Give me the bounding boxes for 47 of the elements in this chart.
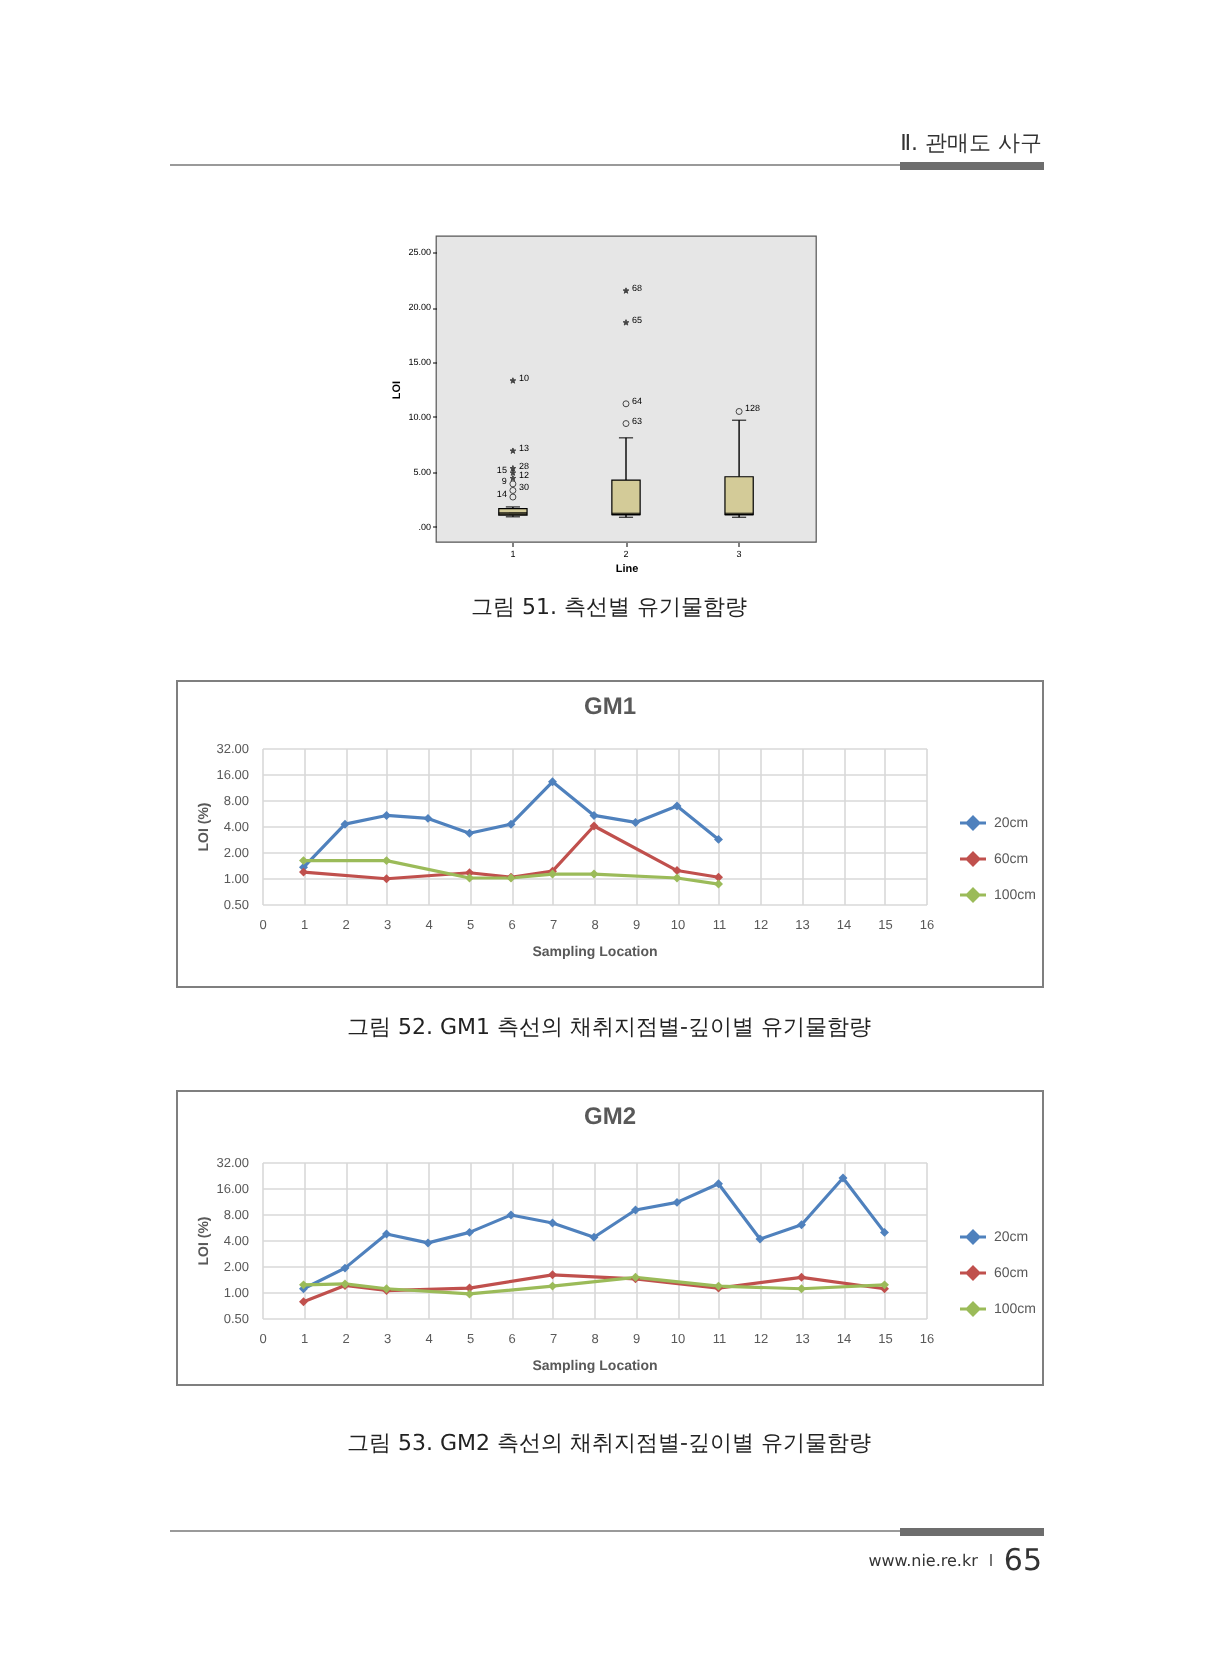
point: [797, 1220, 806, 1230]
point: [299, 1297, 308, 1307]
point: [548, 1270, 557, 1280]
point: [714, 879, 723, 889]
point: [465, 1289, 474, 1299]
text: www.nie.re.kr: [868, 1551, 978, 1569]
point: [382, 856, 391, 866]
point: [672, 801, 682, 811]
point: [340, 1263, 350, 1273]
point: [838, 1173, 848, 1183]
point: [797, 1272, 806, 1282]
point: [714, 1179, 723, 1189]
point: [880, 1227, 889, 1237]
point: [506, 1210, 516, 1220]
point: [506, 819, 516, 829]
point: [465, 828, 474, 838]
point: [714, 872, 723, 882]
point: [714, 834, 723, 844]
point: [631, 817, 640, 827]
point: [382, 874, 391, 884]
point: [382, 1229, 391, 1239]
chart-title: GM1: [583, 692, 637, 720]
point: [589, 869, 599, 879]
text: Ⅱ. 관매도 사구: [900, 128, 1042, 158]
point: [548, 1281, 557, 1291]
point: [589, 810, 599, 820]
text: 65: [1003, 1542, 1042, 1578]
point: [589, 821, 599, 831]
point: [423, 1238, 433, 1248]
point: [382, 810, 391, 820]
point: [672, 866, 682, 876]
point: [548, 1218, 557, 1228]
point: [797, 1284, 806, 1294]
caption: 그림 52. GM1 측선의 채취지점별-깊이별 유기물함량: [345, 1014, 873, 1042]
point: [672, 1197, 682, 1207]
point: [755, 1234, 765, 1244]
point: [548, 777, 557, 787]
point: [299, 856, 308, 866]
point: [465, 1227, 474, 1237]
point: [672, 873, 682, 883]
point: [299, 867, 308, 877]
caption: 그림 53. GM2 측선의 채취지점별-깊이별 유기물함량: [345, 1430, 873, 1458]
point: [340, 819, 350, 829]
point: [589, 1232, 599, 1242]
caption: 그림 51. 측선별 유기물함량: [469, 594, 749, 622]
point: [423, 813, 433, 823]
chart-title: GM2: [583, 1102, 637, 1130]
